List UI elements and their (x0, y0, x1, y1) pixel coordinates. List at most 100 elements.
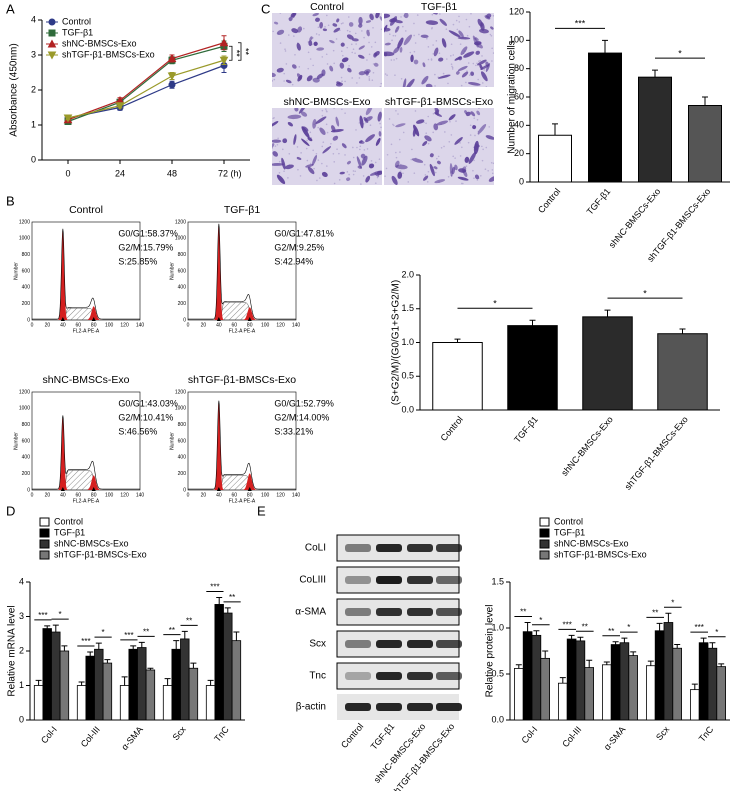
legend-label: shTGF-β1-BMSCs-Exo (54, 549, 147, 559)
pore (291, 83, 294, 86)
histogram-y-tick: 400 (178, 455, 187, 461)
pore (352, 146, 354, 149)
x-tick-label: shNC-BMSCs-Exo (559, 414, 615, 478)
cell (347, 67, 352, 73)
histogram-y-tick: 800 (22, 422, 31, 428)
bar (558, 682, 568, 721)
pore (293, 35, 295, 37)
significance-label: ** (241, 48, 251, 56)
error-bar (542, 650, 549, 659)
panel-letter: B (6, 193, 15, 208)
cell (403, 34, 412, 46)
error-bar (612, 641, 619, 645)
bar (716, 666, 726, 721)
bar (602, 664, 612, 721)
cell (360, 153, 366, 159)
cell (474, 37, 479, 41)
cell (272, 121, 279, 128)
histogram-x-tick: 120 (276, 322, 285, 328)
pore (479, 59, 482, 62)
bar (180, 638, 190, 721)
histogram-x-tick: 100 (261, 322, 270, 328)
pore (413, 50, 416, 53)
protein-label: CoLIII (299, 575, 326, 586)
pore (333, 182, 336, 185)
error-bar (603, 661, 610, 665)
hatched-s-phase (220, 302, 254, 321)
pore (335, 38, 338, 40)
pore (317, 126, 319, 129)
error-bar (718, 663, 725, 667)
pore (340, 50, 343, 53)
cell (449, 163, 453, 177)
cell (456, 71, 460, 75)
pore (330, 142, 332, 145)
legend-label: shNC-BMSCs-Exo (54, 538, 129, 548)
cell (322, 28, 328, 32)
blot-band (376, 576, 402, 584)
cell (339, 171, 345, 175)
blot-band (407, 576, 433, 584)
cell (285, 79, 292, 84)
legend-label: TGF-β1 (554, 527, 585, 537)
pore (338, 152, 340, 155)
significance-label: *** (563, 620, 572, 629)
bar (102, 662, 113, 721)
protein-label: CoLI (305, 543, 326, 554)
pore (326, 110, 328, 113)
legend-label: shTGF-β1-BMSCs-Exo (554, 549, 647, 559)
cell (395, 123, 406, 128)
pore (491, 47, 493, 50)
pore (452, 23, 455, 26)
pore (450, 63, 453, 66)
pore (366, 148, 369, 150)
cell (369, 13, 374, 21)
pore (455, 120, 457, 122)
pore (352, 170, 355, 172)
cell (420, 34, 429, 39)
pore (448, 140, 451, 143)
y-tick-label: 120 (509, 6, 524, 16)
histogram-y-tick: 1000 (19, 236, 30, 242)
histogram-y-tick: 1000 (19, 406, 30, 412)
error-bar (709, 642, 716, 649)
bar (698, 642, 709, 721)
y-tick-label: 0.0 (491, 714, 504, 724)
bar (162, 685, 173, 721)
pore (321, 56, 324, 58)
pore (321, 109, 324, 112)
blot-band (345, 544, 371, 552)
pore (374, 182, 377, 184)
marker (47, 39, 57, 48)
histogram-x-tick: 80 (247, 492, 253, 498)
pore (413, 34, 415, 37)
cell-cycle-stat: G0/G1:47.81% (274, 228, 334, 238)
y-axis-label: Relative mRNA level (7, 605, 18, 696)
histogram-y-tick: 200 (22, 471, 31, 477)
error-bar (52, 624, 59, 633)
x-tick-label: Col-I (519, 724, 539, 745)
cell (460, 46, 468, 56)
y-tick-label: 3 (31, 49, 36, 59)
bar (94, 648, 104, 721)
pore (427, 115, 430, 118)
cell-cycle-stat: S:25.85% (118, 256, 157, 266)
histogram-y-label: Number (169, 432, 175, 450)
blot-band (345, 608, 371, 616)
y-tick-label: 0 (31, 154, 36, 164)
histogram-y-label: Number (169, 262, 175, 280)
error-bar (61, 645, 68, 651)
cell (346, 160, 351, 165)
pore (413, 22, 415, 25)
cell (365, 70, 369, 76)
pore (342, 54, 344, 57)
histogram-x-label: FL2-A PE-A (73, 328, 100, 334)
histogram-x-tick: 80 (91, 492, 97, 498)
pore (277, 137, 279, 140)
panel-letter: A (6, 1, 15, 16)
cell (359, 115, 364, 129)
cell (488, 176, 494, 182)
pore (338, 179, 341, 181)
y-tick-label: 1 (31, 119, 36, 129)
blot-band (436, 576, 462, 584)
